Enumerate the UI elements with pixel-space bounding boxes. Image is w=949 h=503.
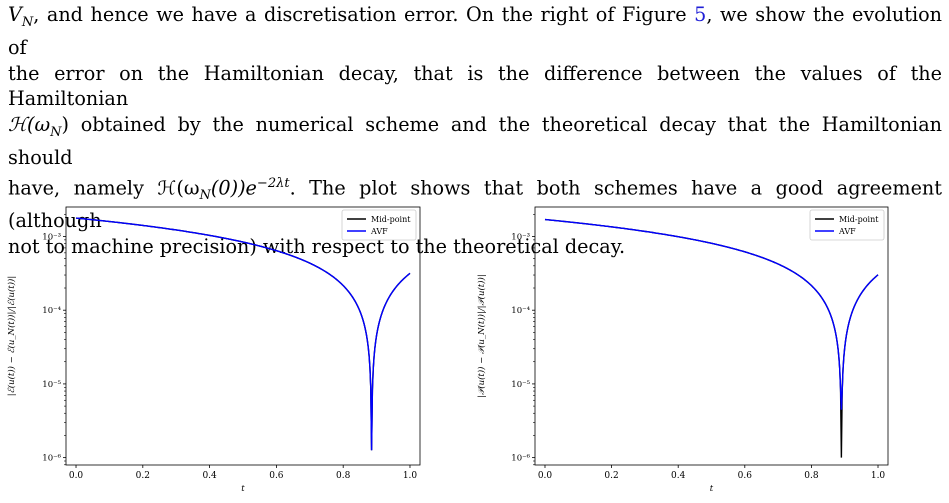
legend-label: AVF bbox=[838, 227, 856, 236]
y-tick-label: 10⁻⁶ bbox=[511, 454, 530, 464]
paragraph-line-4: have, namely ℋ(ωN(0))e−2λt. The plot sho… bbox=[8, 175, 942, 233]
legend-box bbox=[809, 209, 885, 241]
series-midpoint-line bbox=[75, 217, 411, 451]
series-midpoint-line bbox=[544, 218, 879, 458]
paragraph-line-2: the error on the Hamiltonian decay, that… bbox=[8, 61, 942, 111]
series-avf-line bbox=[544, 218, 879, 410]
plot-frame bbox=[534, 206, 889, 466]
x-tick-label: 1.0 bbox=[871, 471, 886, 481]
plot-frame bbox=[65, 206, 421, 466]
x-tick-label: 0.6 bbox=[269, 471, 284, 481]
y-tick-label: 10⁻⁵ bbox=[511, 380, 530, 390]
x-tick-label: 0.0 bbox=[69, 471, 84, 481]
y-axis-label: |𝒫(u(t)) − 𝒫(u_N(t))|/|𝒫(u(t))| bbox=[476, 274, 487, 397]
paragraph-line-3: ℋ(ωN) obtained by the numerical scheme a… bbox=[8, 112, 942, 170]
paragraph-line-1: VN, and hence we have a discretisation e… bbox=[8, 3, 942, 60]
y-tick-label: 10⁻⁴ bbox=[511, 306, 530, 316]
y-tick-label: 10⁻³ bbox=[511, 232, 530, 242]
x-tick-label: 0.8 bbox=[336, 471, 351, 481]
momentum-error-plot: 0.0 0.2 0.4 0.6 0.8 1.0 10⁻³ 10⁻⁴ 10⁻⁵ 10⁻⁶ t |𝒫(u(… bbox=[476, 206, 889, 494]
x-tick-label: 0.4 bbox=[202, 471, 217, 481]
y-tick-label: 10⁻³ bbox=[42, 232, 61, 242]
y-tick-label: 10⁻⁴ bbox=[42, 306, 61, 316]
legend-label: Mid-point bbox=[839, 215, 879, 224]
y-tick-label: 10⁻⁶ bbox=[42, 454, 61, 464]
x-tick-label: 0.6 bbox=[738, 471, 753, 481]
x-axis-label: t bbox=[710, 484, 714, 494]
x-axis-label: t bbox=[241, 484, 245, 494]
y-tick-label: 10⁻⁵ bbox=[42, 380, 61, 390]
legend-label: AVF bbox=[370, 227, 388, 236]
x-tick-label: 0.0 bbox=[538, 471, 553, 481]
legend-box bbox=[341, 209, 417, 241]
figure-reference-link[interactable]: 5 bbox=[694, 3, 707, 26]
x-tick-label: 0.4 bbox=[671, 471, 686, 481]
legend-label: Mid-point bbox=[371, 215, 411, 224]
energy-error-plot: 0.0 0.2 0.4 0.6 0.8 1.0 10⁻³ 10⁻⁴ 10⁻⁵ 10⁻⁶ t |ℰ(u(… bbox=[6, 206, 421, 494]
paragraph-line-5: not to machine precision) with respect t… bbox=[8, 234, 626, 258]
body-paragraph: VN, and hence we have a discretisation e… bbox=[8, 2, 942, 259]
x-tick-label: 1.0 bbox=[403, 471, 418, 481]
series-avf-line bbox=[75, 217, 411, 451]
x-tick-label: 0.2 bbox=[136, 471, 150, 481]
x-tick-label: 0.8 bbox=[804, 471, 819, 481]
x-tick-label: 0.2 bbox=[604, 471, 618, 481]
y-axis-label: |ℰ(u(t)) − ℰ(u_N(t))|/|ℰ(u(t))| bbox=[6, 276, 17, 396]
